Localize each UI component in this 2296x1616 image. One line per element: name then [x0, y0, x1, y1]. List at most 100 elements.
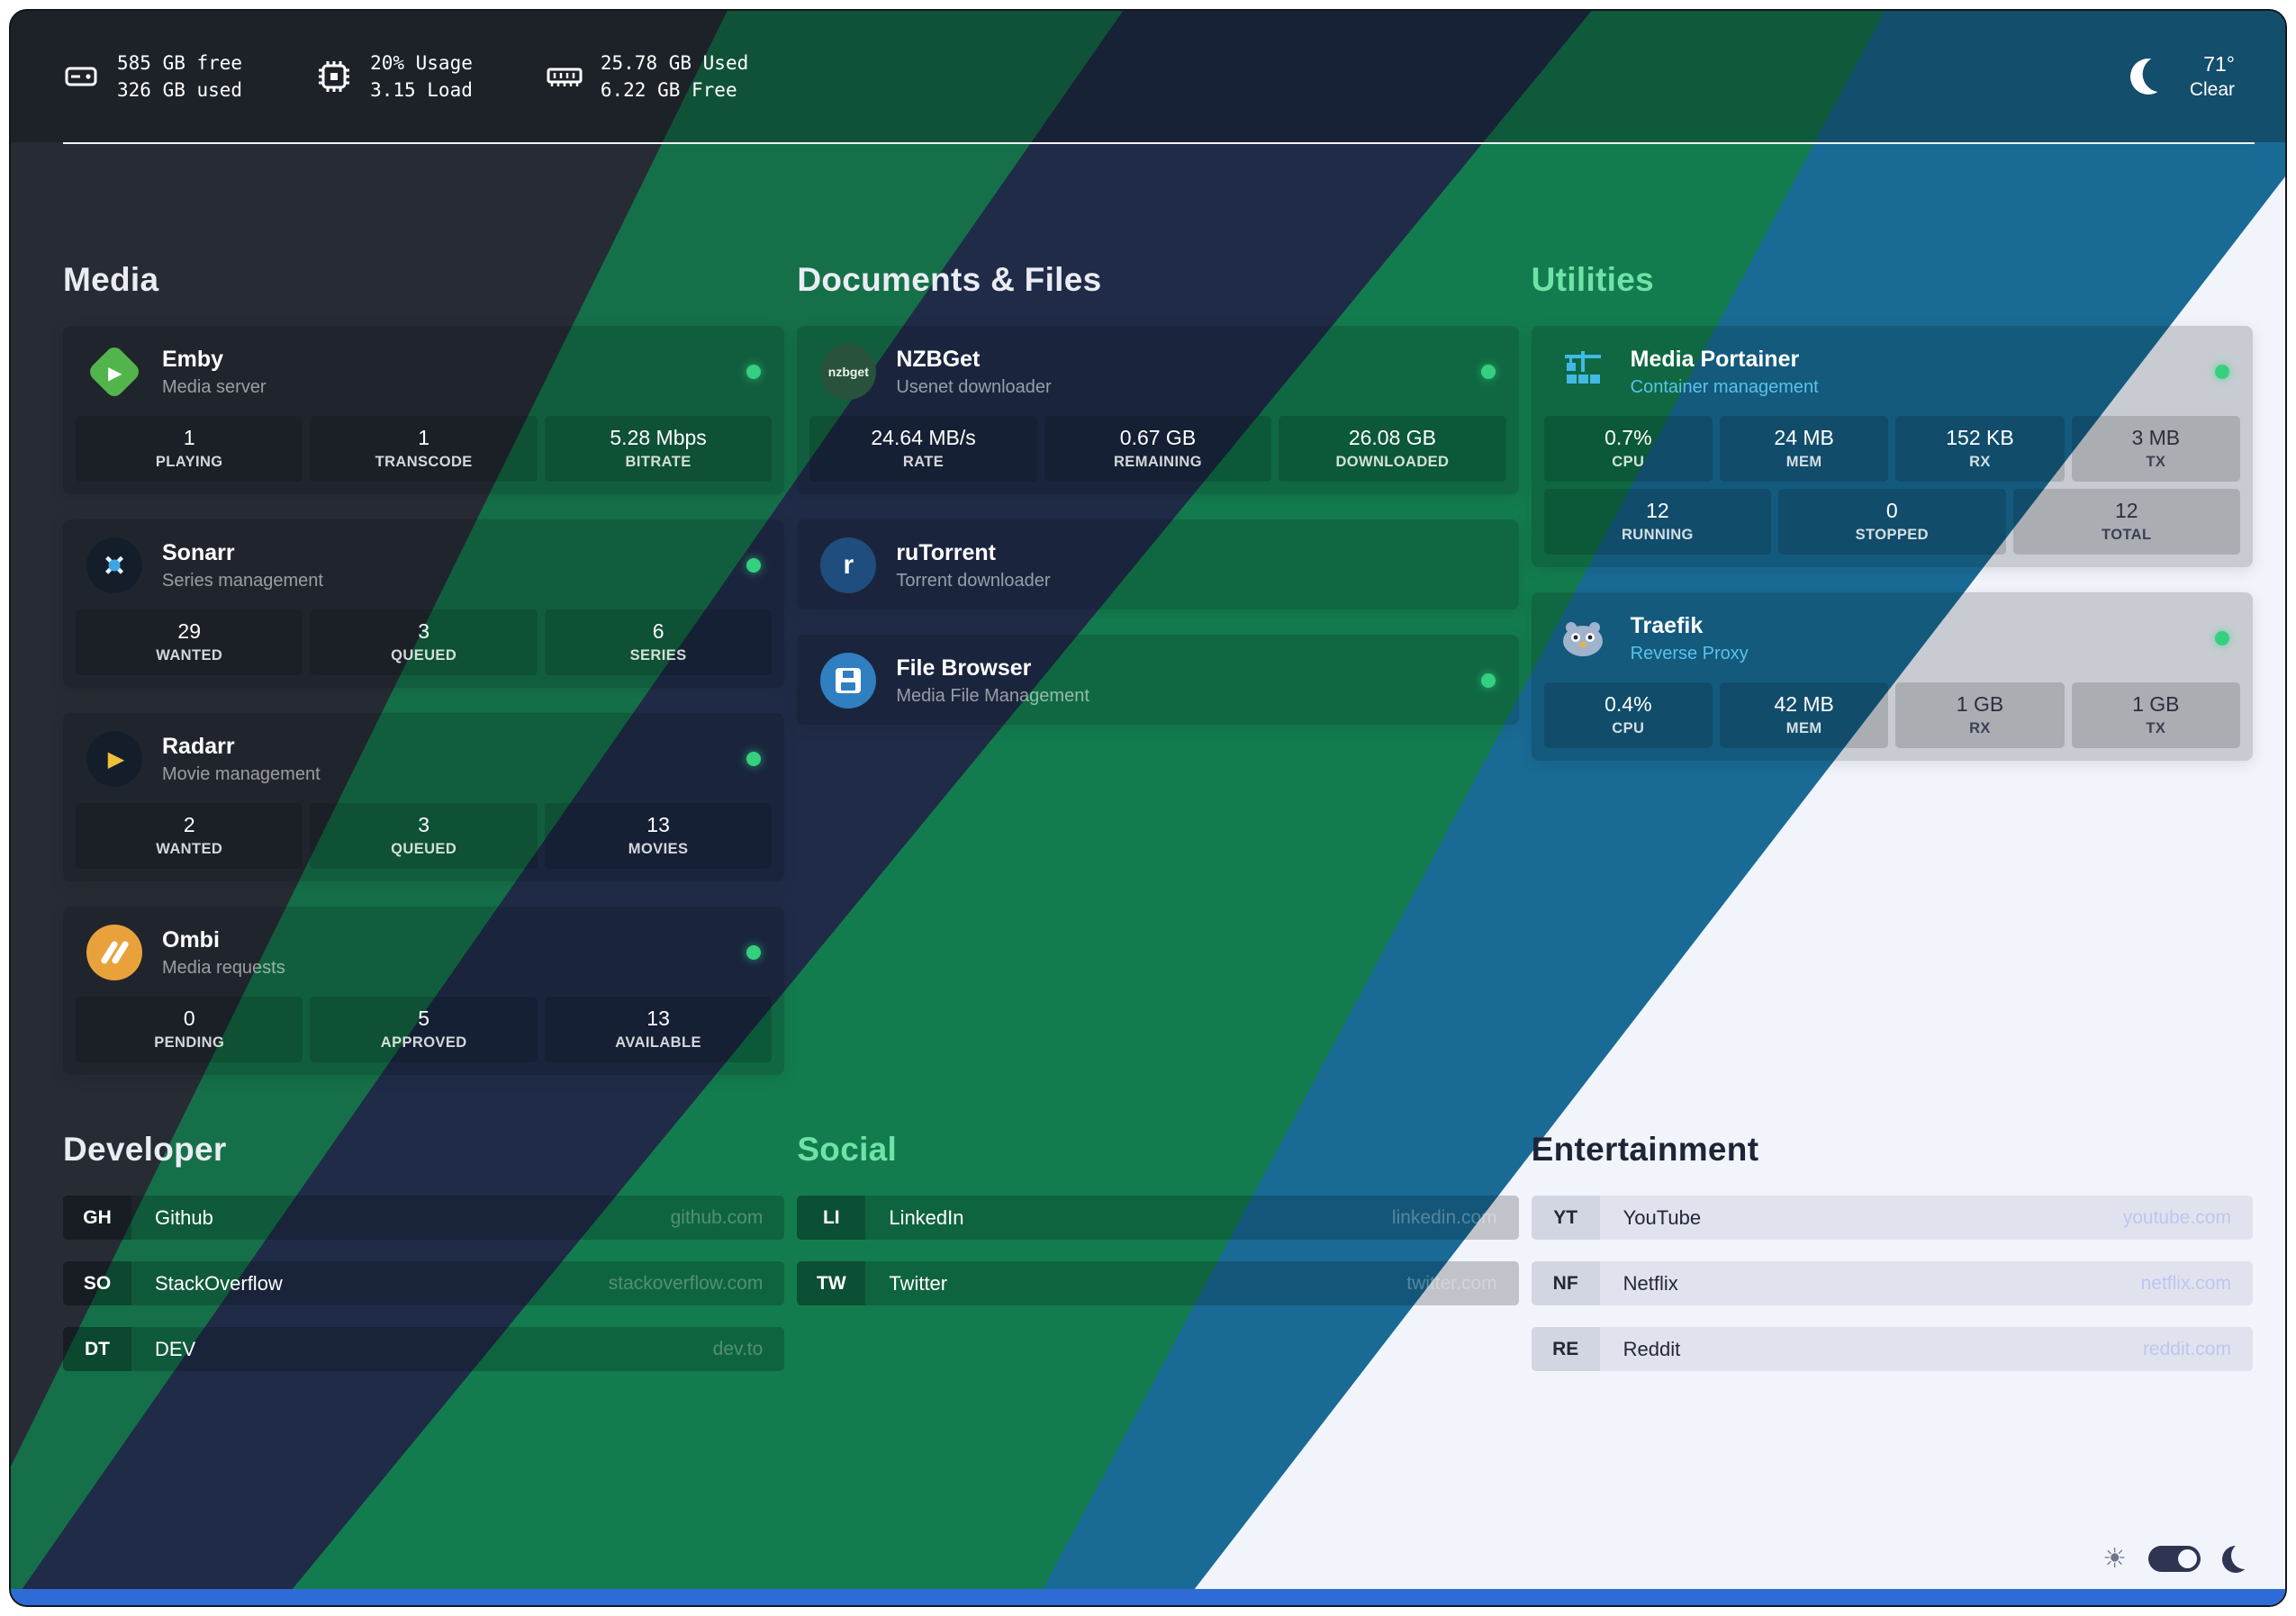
stat-label: SERIES — [629, 647, 687, 664]
stat-label: QUEUED — [391, 841, 457, 857]
topbar: 585 GB free 326 GB used 20% Usage 3.15 L… — [11, 11, 2285, 142]
bookmark-dev[interactable]: DT DEV dev.to — [63, 1327, 785, 1371]
section-developer: Developer GH Github github.com SO StackO… — [63, 1131, 785, 1371]
bookmark-name: Twitter — [889, 1271, 948, 1295]
bookmark-linkedin[interactable]: LI LinkedIn linkedin.com — [797, 1196, 1519, 1240]
stat-value: 0.67 GB — [1119, 426, 1197, 449]
stat-tile: 1 GB RX — [1895, 682, 2065, 748]
ombi-icon — [86, 925, 142, 980]
bookmark-youtube[interactable]: YT YouTube youtube.com — [1531, 1196, 2253, 1240]
floppy-icon — [836, 668, 862, 693]
stat-tile: 5 APPROVED — [310, 997, 538, 1062]
stat-tile: 24 MB MEM — [1719, 416, 1889, 482]
stat-tile: 1 TRANSCODE — [310, 416, 538, 482]
topbar-divider — [63, 142, 2255, 144]
stat-label: TRANSCODE — [375, 454, 473, 470]
stat-value: 0.7% — [1604, 426, 1652, 449]
stat-label: TOTAL — [2102, 527, 2152, 543]
app-card-emby[interactable]: ▶ Emby Media server 1 PLAYING — [63, 326, 785, 494]
bookmark-reddit[interactable]: RE Reddit reddit.com — [1531, 1327, 2253, 1371]
section-media: Media ▶ Emby Media server — [63, 261, 785, 1075]
bookmark-name: StackOverflow — [155, 1271, 283, 1295]
section-entertainment: Entertainment YT YouTube youtube.com NF … — [1531, 1131, 2253, 1371]
stat-label: MEM — [1785, 720, 1822, 736]
bookmark-tag: DT — [63, 1327, 131, 1371]
stat-tile: 5.28 Mbps BITRATE — [544, 416, 773, 482]
emby-icon: ▶ — [86, 343, 143, 401]
bookmark-tag: NF — [1531, 1261, 1600, 1305]
bookmark-url: stackoverflow.com — [608, 1272, 764, 1294]
moon-icon[interactable] — [2222, 1546, 2249, 1573]
stat-value: 26.08 GB — [1348, 426, 1437, 449]
bookmark-url: netflix.com — [2140, 1272, 2231, 1294]
section-title-social: Social — [797, 1131, 898, 1168]
app-subtitle: Series management — [162, 570, 323, 591]
bookmark-name: LinkedIn — [889, 1205, 964, 1229]
bookmark-name: YouTube — [1623, 1205, 1702, 1229]
stat-label: QUEUED — [391, 647, 457, 664]
stat-label: TX — [2146, 720, 2166, 736]
stat-tile: 6 SERIES — [544, 609, 773, 675]
stat-label: APPROVED — [380, 1034, 467, 1051]
nzbget-icon: nzbget — [820, 344, 877, 400]
section-utilities: Utilities — [1531, 261, 2253, 1075]
stat-tile: 26.08 GB DOWNLOADED — [1279, 416, 1506, 482]
app-card-radarr[interactable]: ▶ Radarr Movie management 2 WANTED — [63, 713, 785, 881]
app-name: Emby — [162, 346, 224, 372]
stat-value: 152 KB — [1946, 426, 2014, 449]
stat-tile: 13 MOVIES — [544, 803, 773, 869]
bookmark-tag: YT — [1531, 1196, 1600, 1240]
status-dot — [2214, 365, 2229, 379]
app-card-ombi[interactable]: Ombi Media requests 0 PENDING 5 — [63, 907, 785, 1075]
rutorrent-icon: r — [820, 537, 877, 593]
app-card-portainer[interactable]: Media Portainer Container management 0.7… — [1531, 326, 2253, 567]
ram-icon — [545, 57, 584, 96]
app-card-rutorrent[interactable]: r ruTorrent Torrent downloader — [797, 519, 1519, 609]
sonarr-icon: × — [86, 537, 142, 593]
stat-value: 3 MB — [2131, 426, 2181, 449]
stat-label: RATE — [902, 454, 945, 470]
theme-toggle[interactable] — [2148, 1546, 2201, 1572]
status-dot — [746, 945, 762, 960]
theme-controls: ☀ — [2102, 1543, 2249, 1575]
app-card-nzbget[interactable]: nzbget NZBGet Usenet downloader 24.64 MB… — [797, 326, 1519, 494]
dashboard-background: 585 GB free 326 GB used 20% Usage 3.15 L… — [9, 9, 2287, 1607]
bookmark-github[interactable]: GH Github github.com — [63, 1196, 785, 1240]
app-subtitle: Container management — [1630, 376, 1819, 397]
app-subtitle: Media server — [162, 376, 267, 397]
stat-tile: 2 WANTED — [76, 803, 303, 869]
bookmark-name: DEV — [155, 1337, 196, 1360]
app-subtitle: Media requests — [162, 957, 285, 978]
bookmark-netflix[interactable]: NF Netflix netflix.com — [1531, 1261, 2253, 1305]
filebrowser-icon — [820, 653, 877, 709]
stat-tile: 0.67 GB REMAINING — [1044, 416, 1272, 482]
stat-tile: 1 PLAYING — [76, 416, 303, 482]
stat-value: 1 — [418, 426, 430, 449]
stat-value: 24.64 MB/s — [871, 426, 976, 449]
stat-value: 0 — [1885, 499, 1898, 522]
sun-icon[interactable]: ☀ — [2102, 1543, 2127, 1575]
stat-value: 0 — [183, 1007, 195, 1030]
section-title-utilities: Utilities — [1531, 261, 1654, 298]
app-card-filebrowser[interactable]: File Browser Media File Management — [797, 635, 1519, 725]
stat-tile: 0 PENDING — [76, 997, 303, 1062]
theme-toggle-knob[interactable] — [2178, 1549, 2197, 1568]
app-name: Ombi — [162, 926, 220, 952]
bookmark-stackoverflow[interactable]: SO StackOverflow stackoverflow.com — [63, 1261, 785, 1305]
stat-value: 5.28 Mbps — [610, 426, 707, 449]
status-dot — [746, 558, 762, 573]
bookmark-name: Reddit — [1623, 1337, 1681, 1360]
app-subtitle: Torrent downloader — [896, 570, 1051, 591]
stat-tile: 152 KB RX — [1895, 416, 2065, 482]
stat-value: 12 — [1646, 499, 1669, 522]
bookmark-twitter[interactable]: TW Twitter twitter.com — [797, 1261, 1519, 1305]
stat-value: 1 GB — [1956, 692, 2004, 716]
app-card-sonarr[interactable]: × Sonarr Series management 29 WANTE — [63, 519, 785, 688]
stat-value: 13 — [646, 813, 670, 836]
status-dot — [746, 365, 762, 379]
app-name: NZBGet — [896, 346, 981, 372]
bookmark-name: Netflix — [1623, 1271, 1678, 1295]
stat-label: BITRATE — [625, 454, 692, 470]
app-card-traefik[interactable]: Traefik Reverse Proxy 0.4% CPU 42 M — [1531, 592, 2253, 761]
weather-temp: 71° — [2203, 52, 2235, 76]
